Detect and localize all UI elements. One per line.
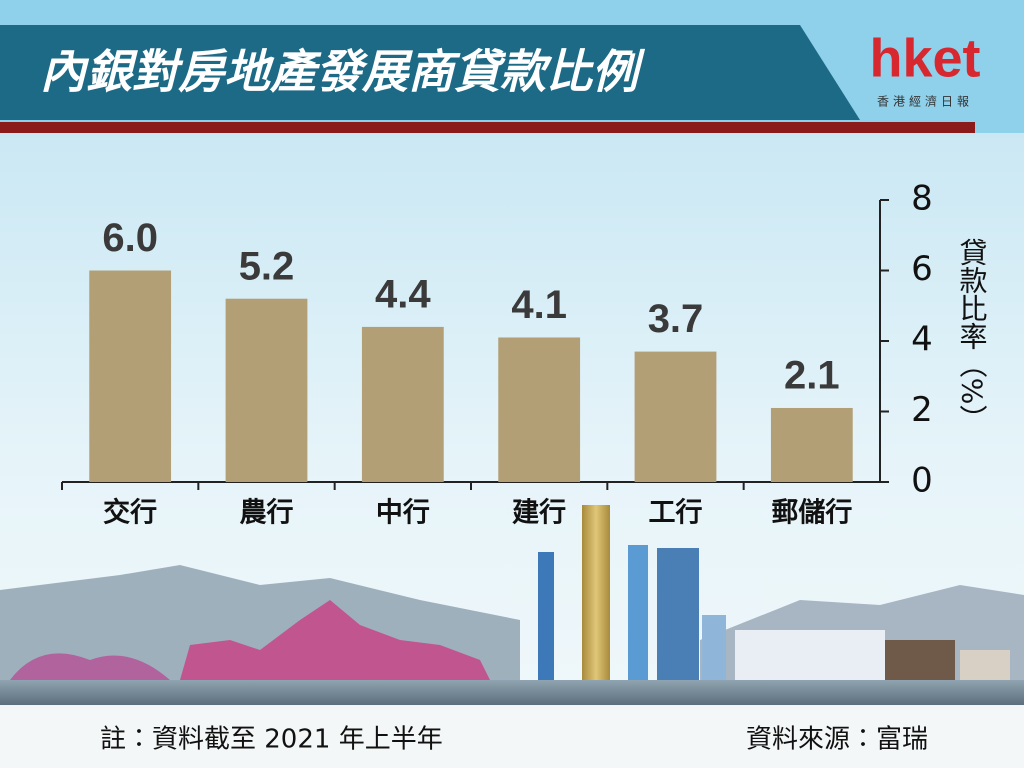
y-tick-label: 8 [911,179,933,219]
header-stripe [0,122,975,133]
bar [225,298,308,482]
footer-bg [0,705,1024,768]
value-label: 5.2 [239,244,295,288]
y-tick-label: 6 [911,249,933,289]
x-tick-label: 交行 [103,497,157,529]
y-axis-label: 貸款比率（%） [956,237,989,432]
bar [89,270,172,482]
value-label: 6.0 [102,216,158,260]
value-label: 4.1 [511,283,567,327]
y-tick-label: 0 [911,461,933,501]
scenery [0,505,1024,705]
source: 資料來源：富瑞 [746,725,928,755]
title-band [0,25,860,120]
logo: hket [869,28,980,88]
x-tick-label: 建行 [512,497,566,529]
footnote: 註：資料截至 2021 年上半年 [100,725,443,755]
x-tick-label: 中行 [376,497,430,529]
bar [361,326,444,482]
bar [498,337,581,482]
bar [770,407,853,482]
chart-title: 內銀對房地產發展商貸款比例 [40,45,646,99]
value-label: 2.1 [784,354,840,398]
value-label: 4.4 [375,272,431,316]
x-tick-label: 郵儲行 [771,497,852,529]
y-tick-label: 4 [911,320,933,360]
value-label: 3.7 [648,297,704,341]
bar [634,351,717,482]
logo-subtitle: 香港經濟日報 [877,94,973,109]
x-tick-label: 工行 [649,497,703,529]
y-tick-label: 2 [911,390,933,430]
x-tick-label: 農行 [240,497,294,529]
